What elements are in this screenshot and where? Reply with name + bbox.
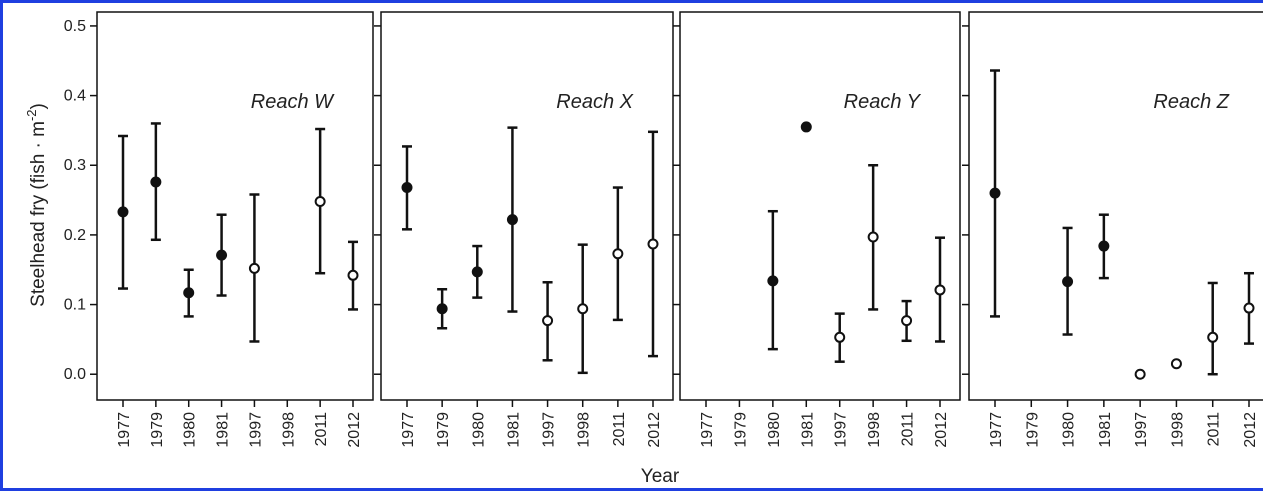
point (183, 287, 195, 299)
y-axis-title-sup: -2 (24, 109, 39, 121)
x-tick-label: 1977 (400, 412, 417, 448)
x-tick-label: 2012 (646, 412, 663, 448)
point (577, 303, 589, 315)
x-tick-label: 1979 (435, 412, 452, 448)
x-tick-label: 1997 (833, 412, 850, 448)
point (248, 262, 260, 274)
x-tick-label: 2012 (933, 412, 950, 448)
point (800, 121, 812, 133)
point (314, 195, 326, 207)
x-tick-label: 1979 (149, 412, 166, 448)
point (1243, 302, 1255, 314)
point (117, 206, 129, 218)
point (612, 248, 624, 260)
x-tick-label: 1979 (732, 412, 749, 448)
x-tick-label: 1998 (576, 412, 593, 448)
panel-title: Reach Y (844, 91, 922, 113)
panel-frame (96, 11, 374, 401)
x-tick-label: 1977 (988, 412, 1005, 448)
point (216, 249, 228, 261)
y-tick-label: 0.5 (64, 18, 86, 35)
point (1062, 276, 1074, 288)
point (934, 284, 946, 296)
point (901, 315, 913, 327)
x-tick-label: 1998 (1169, 412, 1186, 448)
x-tick-label: 1998 (866, 412, 883, 448)
point (1098, 240, 1110, 252)
x-tick-label: 1980 (182, 412, 199, 448)
x-tick-label: 1977 (699, 412, 716, 448)
point (436, 303, 448, 315)
point (347, 269, 359, 281)
y-axis-title-end: ) (28, 103, 49, 109)
x-tick-label: 1981 (215, 412, 232, 448)
point (1207, 331, 1219, 343)
y-tick-label: 0.1 (64, 297, 86, 314)
point (1134, 368, 1146, 380)
y-tick-label: 0.0 (64, 366, 86, 383)
x-tick-label: 1981 (505, 412, 522, 448)
panel-frame (380, 11, 674, 401)
panel-title: Reach Z (1153, 91, 1229, 113)
x-tick-label: 1979 (1024, 412, 1041, 448)
point (471, 266, 483, 278)
point (989, 187, 1001, 199)
point (834, 331, 846, 343)
x-tick-label: 2012 (1242, 412, 1259, 448)
y-axis-title: Steelhead fry (fish · m-2) (24, 103, 49, 307)
x-axis-title: Year (641, 466, 680, 487)
panel-frame (679, 11, 961, 401)
x-tick-label: 1977 (116, 412, 133, 448)
x-tick-label: 1997 (247, 412, 264, 448)
y-tick-label: 0.3 (64, 157, 86, 174)
y-tick-label: 0.4 (64, 88, 86, 105)
point (542, 315, 554, 327)
panel-title: Reach X (556, 91, 633, 113)
x-tick-label: 1981 (1097, 412, 1114, 448)
y-axis-title-text: Steelhead fry (fish · m (28, 121, 49, 307)
point (647, 238, 659, 250)
point (506, 214, 518, 226)
x-tick-label: 1980 (470, 412, 487, 448)
x-tick-label: 1997 (1133, 412, 1150, 448)
x-tick-label: 1997 (541, 412, 558, 448)
x-tick-label: 2011 (900, 412, 917, 447)
x-tick-label: 1980 (1061, 412, 1078, 448)
panel-title: Reach W (251, 91, 335, 113)
y-tick-label: 0.2 (64, 227, 86, 244)
x-tick-label: 2011 (313, 412, 330, 447)
point (867, 231, 879, 243)
point (767, 275, 779, 287)
x-tick-label: 2012 (346, 412, 363, 448)
x-tick-label: 2011 (611, 412, 628, 447)
point (150, 176, 162, 188)
x-tick-label: 1980 (766, 412, 783, 448)
x-tick-label: 2011 (1206, 412, 1223, 447)
x-tick-label: 1998 (280, 412, 297, 448)
point (401, 182, 413, 194)
point (1170, 358, 1182, 370)
x-tick-label: 1981 (799, 412, 816, 448)
panel-frame (968, 11, 1263, 401)
